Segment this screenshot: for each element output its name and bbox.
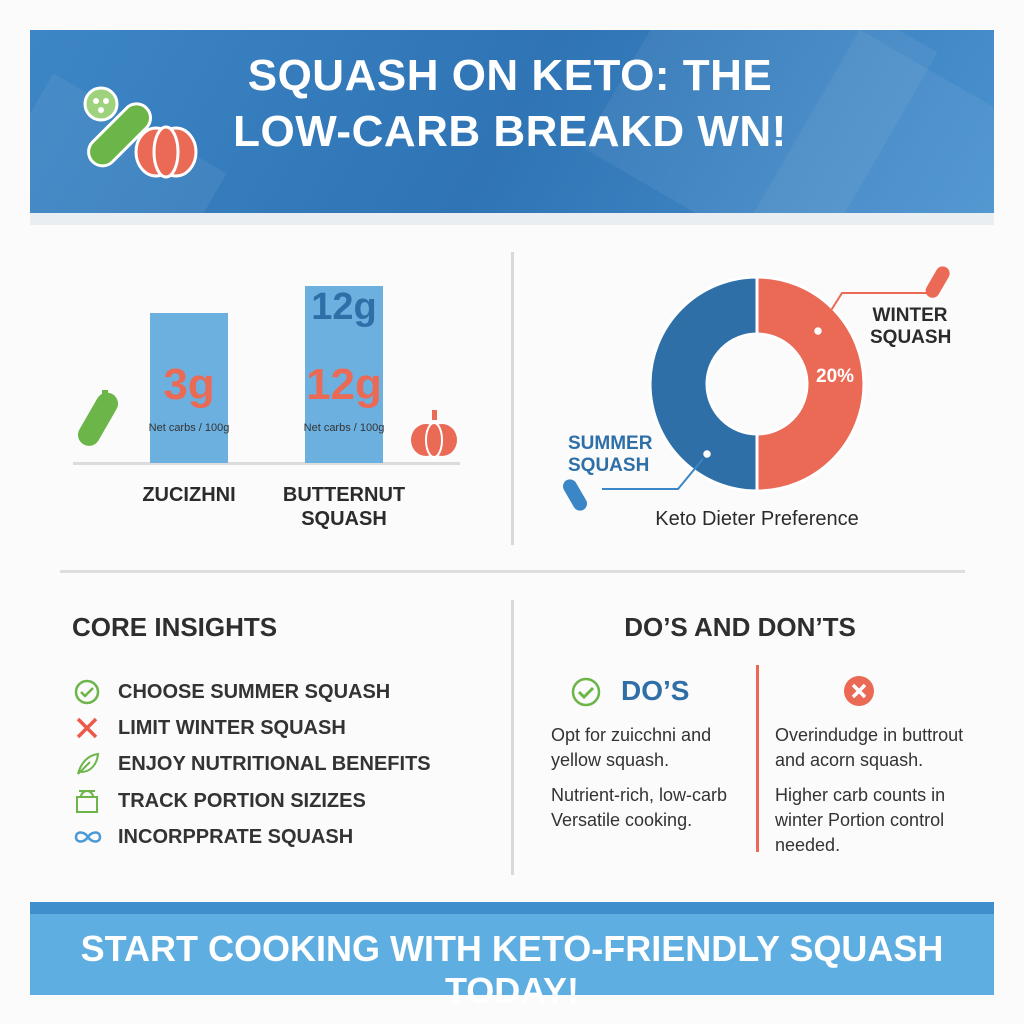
bar-zucchini: [150, 313, 228, 463]
donut-slice-winter-squash: [755, 275, 866, 493]
slice-percent-label: 20%: [816, 366, 855, 387]
footer-banner: [30, 902, 994, 995]
dos-text: Opt for zuicchni and yellow squash.: [551, 725, 712, 770]
bar-category-label: ZUCIZHNI: [142, 484, 236, 506]
core-insights-heading: CORE INSIGHTS: [72, 612, 278, 642]
winter-squash-label: WINTER SQUASH: [870, 305, 952, 348]
summer-leader-line: [602, 453, 708, 490]
title-line-2: LOW-CARB BREAKD WN!: [233, 107, 787, 156]
squash-logo-icon: [83, 86, 198, 179]
donts-text: Higher carb counts in winter Portion con…: [775, 785, 946, 855]
summer-marker: [700, 447, 714, 461]
dos-donts-divider: [756, 665, 759, 852]
insight-item: TRACK PORTION SIZIZES: [72, 787, 366, 815]
summer-squash-icon: [563, 479, 587, 511]
divider: [60, 570, 965, 573]
title-line-1: SQUASH ON KETO: THE: [247, 51, 773, 100]
donut-slice-summer-squash: [648, 275, 759, 493]
scale-icon: [72, 787, 102, 815]
summer-squash-label: SUMMER SQUASH: [568, 433, 653, 476]
dos-text: Nutrient-rich, low-carb Versatile cookin…: [551, 785, 728, 830]
insight-item: CHOOSE SUMMER SQUASH: [72, 678, 390, 706]
winter-leader-line: [817, 292, 935, 332]
dos-heading: DO’S: [621, 675, 690, 706]
winter-squash-icon: [925, 266, 950, 298]
bar-baseline: [73, 462, 460, 465]
donts-text: Overindudge in buttrout and acorn squash…: [775, 725, 964, 770]
winter-marker: [811, 324, 825, 338]
divider: [511, 600, 514, 875]
check-circle-icon: [571, 677, 601, 707]
bar-category-label: BUTTERNUT SQUASH: [282, 484, 406, 530]
bar-sublabel: Net carbs / 100g: [148, 422, 230, 434]
check-circle-icon: [72, 678, 102, 706]
x-circle-icon: [844, 676, 874, 706]
insight-item: INCORPPRATE SQUASH: [72, 823, 353, 851]
dos-donts-heading: DO’S AND DON’TS: [624, 612, 856, 642]
bar-value-label: 3g: [163, 360, 215, 409]
header-banner: [30, 30, 994, 213]
cta-text: START COOKING WITH KETO-FRIENDLY SQUASH …: [80, 928, 944, 1011]
bar-value-label: 12g: [306, 360, 382, 409]
insight-item: ENJOY NUTRITIONAL BENEFITS: [72, 750, 431, 778]
bar-top-label: 12g: [311, 286, 377, 328]
donut-title: Keto Dieter Preference: [655, 508, 859, 530]
donut-chart: [563, 266, 950, 511]
bar-sublabel: Net carbs / 100g: [303, 422, 385, 434]
bar-butternut: [305, 286, 383, 463]
leaf-icon: [72, 750, 102, 778]
pumpkin-icon: [411, 410, 457, 458]
zucchini-icon: [78, 390, 118, 446]
insight-item: LIMIT WINTER SQUASH: [72, 714, 346, 742]
page-title: SQUASH ON KETO: THE LOW-CARB BREAKD WN!: [200, 48, 820, 160]
divider: [511, 252, 514, 545]
x-icon: [72, 714, 102, 742]
infinity-icon: [72, 823, 102, 851]
header-strip: [30, 213, 994, 225]
